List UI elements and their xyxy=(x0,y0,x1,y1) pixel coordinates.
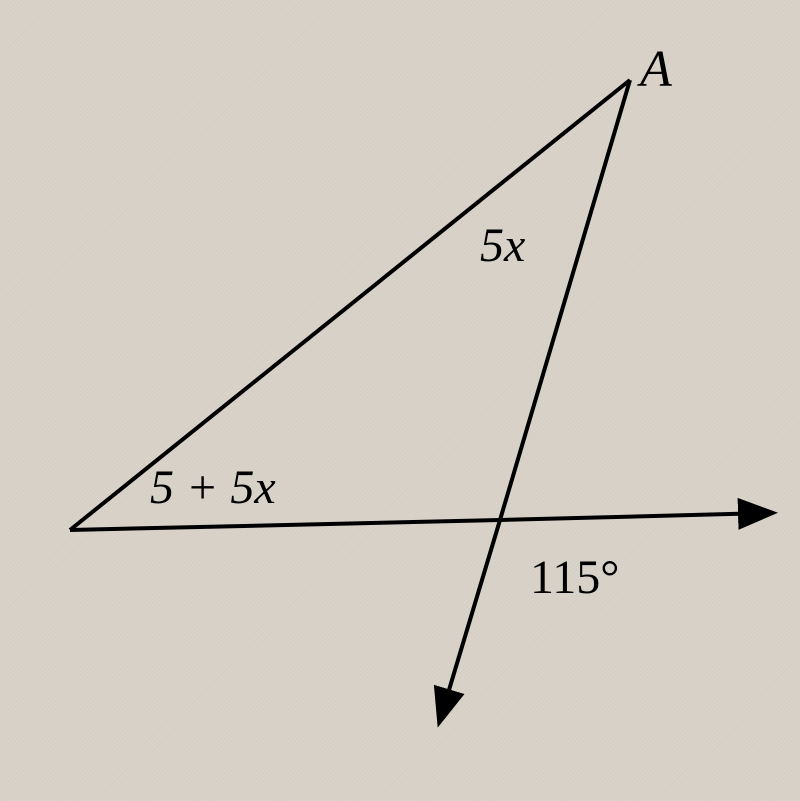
angle-label-top: 5x xyxy=(480,218,525,273)
side-BC xyxy=(70,520,500,530)
geometry-diagram xyxy=(0,0,800,801)
vertex-label-A: A xyxy=(640,40,672,99)
angle-label-left: 5 + 5x xyxy=(150,460,276,515)
ray-down xyxy=(440,520,500,720)
side-AC xyxy=(500,80,630,520)
ray-right xyxy=(500,513,770,520)
angle-label-exterior: 115° xyxy=(530,550,619,605)
